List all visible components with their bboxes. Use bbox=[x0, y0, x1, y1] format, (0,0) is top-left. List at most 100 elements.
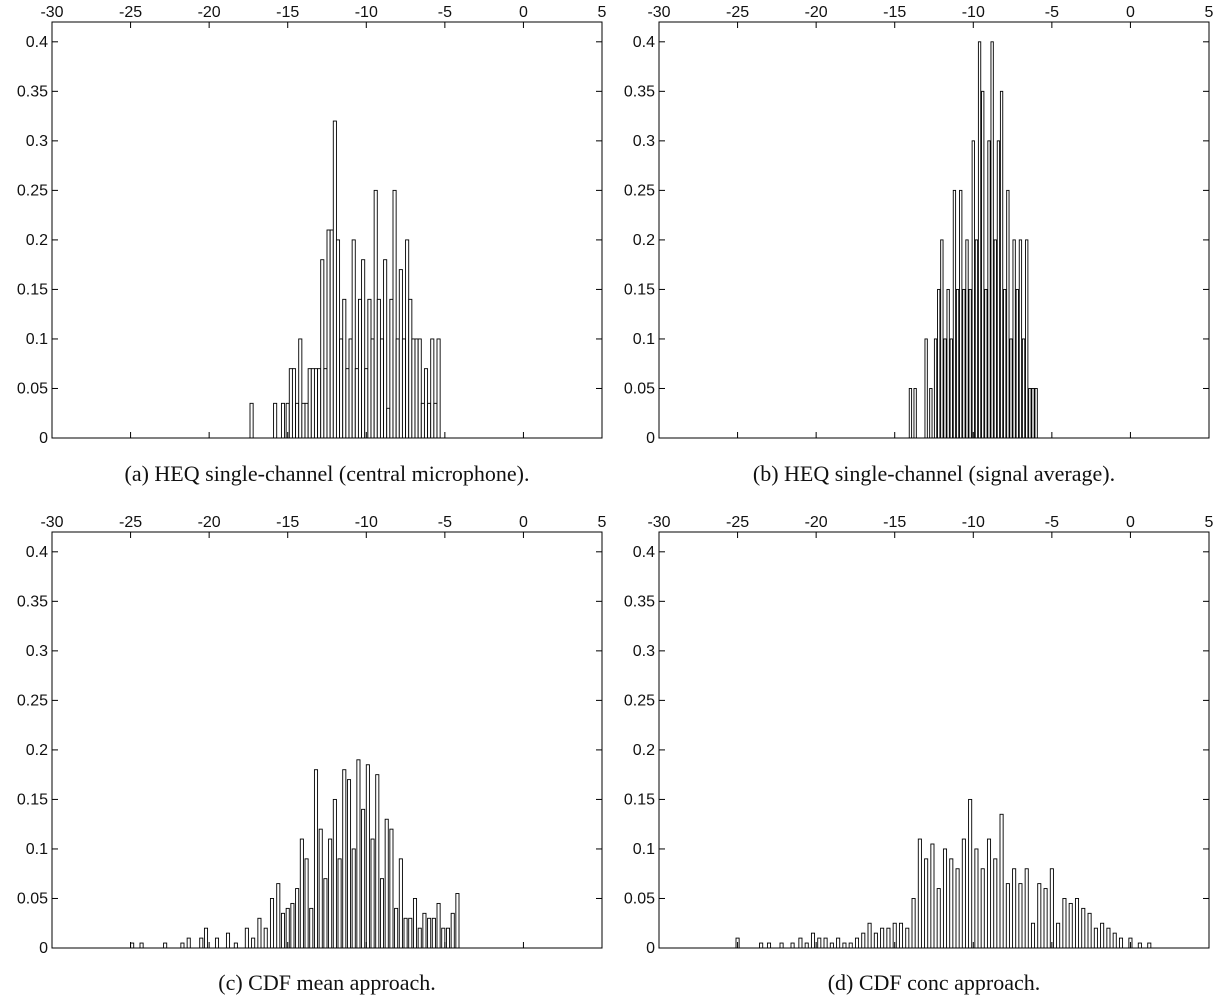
panel-d-bar bbox=[1024, 868, 1029, 949]
panel-d-xtick-label: -20 bbox=[805, 514, 828, 531]
panel-a-bar bbox=[329, 229, 334, 439]
panel-d-ytick-label: 0.4 bbox=[633, 544, 655, 561]
panel-c-bar bbox=[379, 878, 385, 949]
panel-a-caption: (a) HEQ single-channel (central micropho… bbox=[125, 461, 530, 486]
panel-a-bar bbox=[398, 269, 403, 439]
panel-a-bar bbox=[348, 338, 353, 439]
panel-c-bar bbox=[351, 848, 356, 949]
panel-d-xtick-label: 5 bbox=[1205, 514, 1214, 531]
panel-b-ytick-label: 0.1 bbox=[633, 331, 655, 348]
panel-b-bar bbox=[949, 338, 953, 439]
panel-b-bar bbox=[993, 239, 997, 439]
panel-a-bar bbox=[320, 259, 325, 439]
panel-d-bar bbox=[936, 888, 941, 949]
panel-d-bar bbox=[1012, 868, 1017, 949]
panel-c-bar bbox=[412, 898, 418, 949]
panel-d-ytick-label: 0.35 bbox=[624, 593, 655, 610]
panel-a-bar bbox=[433, 402, 438, 439]
panel-a-bar bbox=[301, 402, 306, 439]
panel-b-bar bbox=[977, 41, 982, 439]
panel-b-ytick-label: 0.05 bbox=[624, 380, 655, 397]
panel-c-bar bbox=[313, 769, 319, 949]
panel-b-xtick-label: -25 bbox=[726, 4, 749, 21]
panel-a-bar bbox=[342, 298, 347, 439]
panel-c-bar bbox=[431, 917, 436, 949]
panel-a-ytick-label: 0.25 bbox=[17, 182, 48, 199]
panel-b: -30 -25 -20 -15 -10 -5 0 5 0 0.05 0.1 0.15 0.2 0.25 0.… bbox=[624, 4, 1214, 486]
panel-b-bar bbox=[955, 288, 960, 439]
panel-a-xtick-label: 5 bbox=[598, 4, 607, 21]
panel-d-bar bbox=[961, 838, 966, 949]
panel-a-bar bbox=[310, 368, 315, 439]
panel-b-caption: (b) HEQ single-channel (signal average). bbox=[753, 461, 1115, 486]
panel-d-bar bbox=[1074, 898, 1080, 949]
panel-d-bar bbox=[829, 942, 834, 949]
panel-a-bar bbox=[357, 298, 363, 439]
panel-d-frame bbox=[658, 531, 1210, 949]
panel-c-bar bbox=[318, 828, 323, 949]
panel-d-bar bbox=[942, 848, 948, 949]
panel-c-xtick-label: 0 bbox=[519, 514, 528, 531]
panel-a-bar bbox=[423, 368, 429, 439]
panel-d-bar bbox=[1005, 883, 1010, 949]
panel-b-bar bbox=[987, 140, 991, 439]
panel-a-bar bbox=[405, 239, 410, 439]
panel-c-xtick-label: -30 bbox=[40, 514, 63, 531]
panel-c-caption: (c) CDF mean approach. bbox=[218, 970, 435, 995]
panel-d-caption: (d) CDF conc approach. bbox=[828, 970, 1041, 995]
panel-a-bar bbox=[332, 120, 337, 439]
panel-b-bar bbox=[996, 140, 1001, 439]
panel-b-xtick-label: -30 bbox=[647, 4, 670, 21]
panel-b-xtick-label: -5 bbox=[1045, 4, 1059, 21]
panel-b-bar bbox=[1034, 388, 1038, 439]
panel-c-bar bbox=[455, 893, 460, 949]
panel-c-bar bbox=[417, 927, 422, 949]
panel-d-ytick-label: 0.1 bbox=[633, 841, 655, 858]
panel-c-bar bbox=[403, 917, 408, 949]
panel-b-bar bbox=[1018, 239, 1023, 439]
panel-c-bar bbox=[375, 774, 380, 949]
panel-c-bar bbox=[290, 902, 295, 949]
panel-a-bar bbox=[317, 368, 322, 439]
panel-c-bar bbox=[163, 942, 168, 949]
panel-b-bar bbox=[1015, 288, 1019, 439]
panel-c-bar bbox=[251, 937, 256, 949]
panel-c-bar bbox=[370, 838, 375, 949]
panel-a-xtick-label: -30 bbox=[40, 4, 63, 21]
panel-d-xtick-label: -10 bbox=[962, 514, 985, 531]
panel-c-bar bbox=[269, 898, 275, 949]
panel-a-bar bbox=[326, 229, 331, 439]
panel-c-bar bbox=[356, 759, 361, 949]
panel-b-ytick-label: 0 bbox=[646, 430, 655, 447]
panel-a-xtick-label: -5 bbox=[438, 4, 452, 21]
panel-b-bar bbox=[962, 288, 966, 439]
panel-d-ytick-label: 0.25 bbox=[624, 692, 655, 709]
panel-d-bar bbox=[917, 838, 922, 949]
panel-c-ytick-label: 0.25 bbox=[17, 692, 48, 709]
panel-a-bar bbox=[298, 338, 303, 439]
panel-d-bar bbox=[968, 798, 973, 949]
panel-a-bar bbox=[389, 298, 394, 439]
panel-c-bar bbox=[346, 779, 352, 949]
panel-d-xtick-label: 0 bbox=[1126, 514, 1135, 531]
panel-a-bar bbox=[430, 338, 435, 439]
panel-c-xtick-label: -5 bbox=[438, 514, 452, 531]
panel-c-ytick-label: 0.05 bbox=[17, 890, 48, 907]
panel-b-ytick-label: 0.4 bbox=[633, 34, 655, 51]
panel-d-bar bbox=[1147, 942, 1152, 949]
panel-d-bar bbox=[1112, 932, 1117, 949]
panel-d-bar bbox=[848, 942, 853, 949]
panel-b-bar bbox=[1006, 189, 1010, 439]
panel-a-bar bbox=[417, 338, 422, 439]
panel-a-bar bbox=[408, 298, 413, 439]
panel-c-ytick-label: 0.1 bbox=[26, 841, 48, 858]
panel-c-ytick-label: 0 bbox=[39, 940, 48, 957]
panel-c-ytick-label: 0.15 bbox=[17, 791, 48, 808]
panel-c-bar bbox=[225, 932, 231, 949]
panel-a-bar bbox=[361, 259, 366, 439]
panel-b-bar bbox=[908, 388, 913, 439]
panel-d-ytick-label: 0.05 bbox=[624, 890, 655, 907]
panel-c-bar bbox=[450, 912, 455, 949]
panel-b-bar bbox=[940, 239, 944, 439]
